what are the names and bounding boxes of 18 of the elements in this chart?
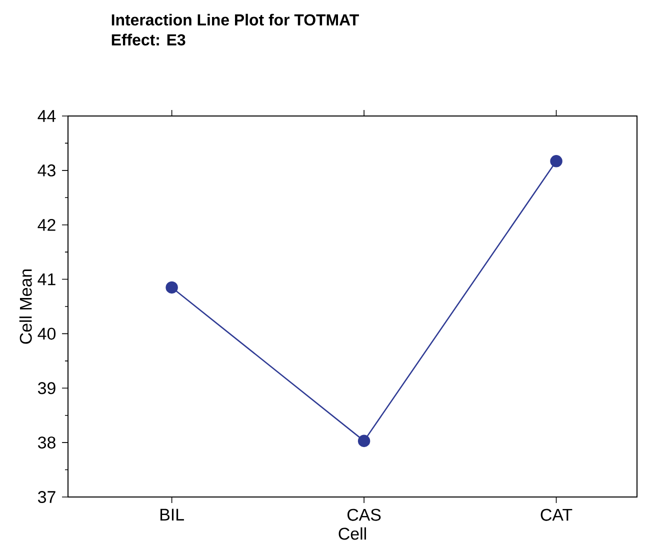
y-tick-label: 40 [38,328,56,340]
y-axis-title: Cell Mean [19,270,32,344]
y-tick-label: 38 [38,436,56,449]
chart-subtitle: Effect: E3 [112,34,186,46]
chart-title: Interaction Line Plot for TOTMAT [112,14,359,26]
point [358,434,370,448]
x-axis-title: Cell [338,527,366,540]
y-tick-label: 43 [38,164,56,176]
y-tick-label: 44 [38,110,56,122]
y-tick-label: 42 [38,218,56,231]
y-tick-label: 41 [38,273,56,286]
point [166,281,178,294]
x-tick-label: BIL [160,508,184,520]
y-tick-label: 39 [38,382,56,394]
point [550,155,562,168]
x-tick-label: CAS [347,508,381,521]
x-tick-label: CAT [540,508,572,521]
y-tick-label: 37 [38,491,56,503]
